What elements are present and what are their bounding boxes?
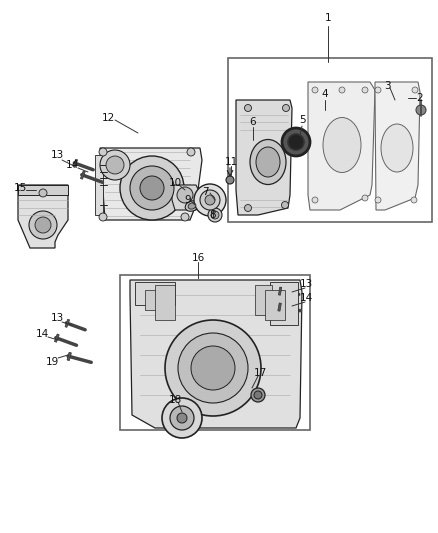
Circle shape [375,87,381,93]
Bar [120,275,310,430]
Text: 15: 15 [14,183,27,193]
Polygon shape [308,82,375,210]
Polygon shape [67,352,71,361]
Polygon shape [18,185,68,248]
Circle shape [226,176,234,184]
Circle shape [100,150,130,180]
Text: 14: 14 [35,329,49,339]
Circle shape [254,391,262,399]
Text: 3: 3 [384,81,390,91]
Text: 9: 9 [185,195,191,205]
Circle shape [106,156,124,174]
Ellipse shape [381,124,413,172]
Polygon shape [95,155,103,215]
Text: 17: 17 [253,368,267,378]
Circle shape [140,176,164,200]
Text: 16: 16 [191,253,205,263]
Ellipse shape [250,140,286,184]
Text: 7: 7 [201,187,208,197]
Circle shape [412,87,418,93]
Ellipse shape [188,203,196,209]
Circle shape [177,413,187,423]
Text: 14: 14 [65,160,79,170]
Circle shape [288,134,304,150]
Polygon shape [54,334,59,342]
Circle shape [312,197,318,203]
Polygon shape [130,280,302,428]
Text: 1: 1 [325,13,331,23]
Circle shape [181,213,189,221]
Circle shape [375,197,381,203]
Polygon shape [155,285,175,320]
Circle shape [200,190,220,210]
Circle shape [362,195,368,201]
Ellipse shape [185,201,199,211]
Circle shape [362,87,368,93]
Circle shape [282,201,289,208]
Circle shape [165,320,261,416]
Circle shape [29,211,57,239]
Text: 6: 6 [250,117,256,127]
Polygon shape [81,171,85,179]
Polygon shape [236,100,292,215]
Text: 12: 12 [101,113,115,123]
Circle shape [205,195,215,205]
Circle shape [39,189,47,197]
Text: 19: 19 [46,357,59,367]
Text: 4: 4 [321,89,328,99]
Text: 8: 8 [210,210,216,220]
Circle shape [170,406,194,430]
Circle shape [99,148,107,156]
Circle shape [187,148,195,156]
Circle shape [177,187,193,203]
Circle shape [208,208,222,222]
Text: 18: 18 [168,395,182,405]
Circle shape [211,211,219,219]
Text: 14: 14 [300,293,313,303]
Circle shape [411,197,417,203]
Circle shape [35,217,51,233]
Text: 13: 13 [50,150,64,160]
Circle shape [191,346,235,390]
Text: 10: 10 [169,178,182,188]
Polygon shape [270,282,298,325]
Circle shape [251,388,265,402]
Circle shape [162,398,202,438]
Polygon shape [172,185,200,210]
Circle shape [130,166,174,210]
Circle shape [178,333,248,403]
Polygon shape [135,282,175,305]
Text: 2: 2 [417,93,423,103]
Text: 13: 13 [50,313,64,323]
Text: 11: 11 [224,157,238,167]
Polygon shape [375,82,420,210]
Circle shape [416,105,426,115]
Circle shape [99,213,107,221]
Polygon shape [265,290,285,320]
Circle shape [283,104,290,111]
Polygon shape [279,287,282,295]
Circle shape [244,104,251,111]
Ellipse shape [323,117,361,173]
Polygon shape [278,303,281,311]
Polygon shape [100,148,202,220]
Polygon shape [145,290,160,310]
Ellipse shape [256,147,280,177]
Circle shape [312,87,318,93]
Circle shape [339,87,345,93]
Circle shape [120,156,184,220]
Circle shape [282,128,310,156]
Polygon shape [65,319,70,327]
Text: 5: 5 [299,115,305,125]
Polygon shape [255,285,272,315]
Polygon shape [73,159,78,167]
Polygon shape [18,185,68,195]
Circle shape [194,184,226,216]
Text: 13: 13 [300,279,313,289]
Bar [228,58,432,222]
Circle shape [244,205,251,212]
